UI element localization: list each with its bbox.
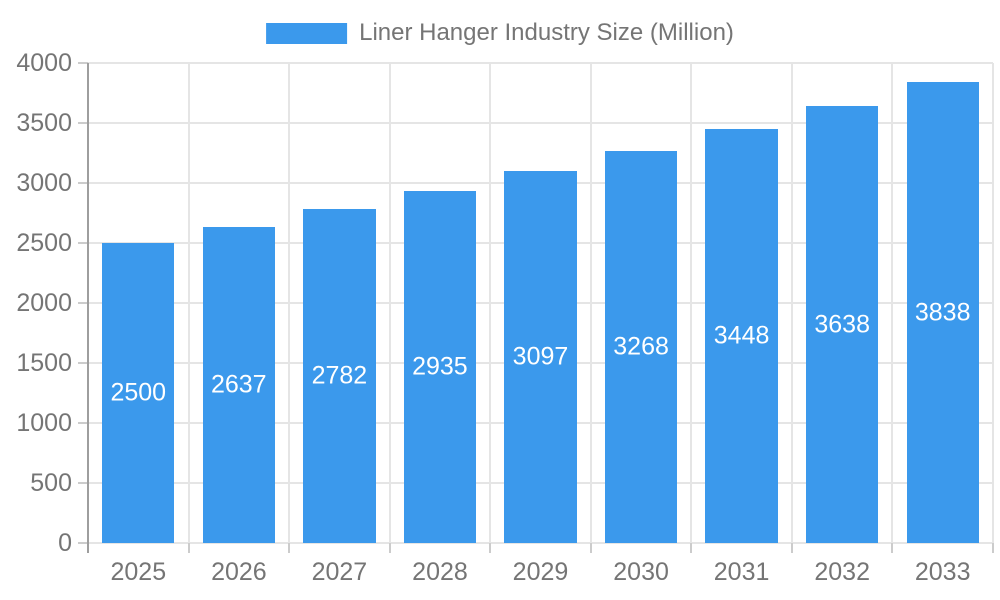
x-axis-label-2031: 2031 <box>713 558 770 586</box>
y-axis-tick <box>78 482 88 484</box>
y-axis-tick <box>78 422 88 424</box>
x-axis-label-2032: 2032 <box>814 558 870 586</box>
x-axis-tick <box>288 543 291 553</box>
y-axis-label: 1500 <box>16 349 72 377</box>
x-axis-label-2026: 2026 <box>211 558 267 586</box>
bar-2025[interactable]: 2500 <box>102 243 175 543</box>
x-axis-tick <box>891 543 894 553</box>
y-axis-tick <box>78 362 88 364</box>
bar-2032[interactable]: 3638 <box>806 106 879 543</box>
x-gridline <box>388 63 391 543</box>
bar-value-label: 3268 <box>613 332 669 361</box>
y-axis-label: 2500 <box>16 229 72 257</box>
y-axis-tick <box>78 62 88 64</box>
x-axis-label-2029: 2029 <box>512 558 569 586</box>
y-gridline <box>88 542 993 544</box>
legend-swatch <box>266 22 348 44</box>
x-axis-tick <box>187 543 190 553</box>
x-gridline <box>690 63 693 543</box>
bar-value-label: 3638 <box>814 310 870 339</box>
bar-value-label: 2935 <box>412 352 468 381</box>
x-gridline <box>891 63 894 543</box>
y-axis-tick <box>78 302 88 304</box>
legend[interactable]: Liner Hanger Industry Size (Million) <box>266 19 734 47</box>
x-gridline <box>288 63 291 543</box>
legend-label: Liner Hanger Industry Size (Million) <box>359 19 734 46</box>
y-axis-label: 4000 <box>16 49 72 77</box>
x-gridline <box>992 63 994 543</box>
bar-value-label: 3448 <box>713 321 770 350</box>
bar-2027[interactable]: 2782 <box>303 209 376 543</box>
bar-2031[interactable]: 3448 <box>705 129 778 543</box>
y-axis-label: 2000 <box>16 289 72 317</box>
x-axis-tick <box>992 543 994 553</box>
x-gridline <box>790 63 793 543</box>
bar-2030[interactable]: 3268 <box>604 150 678 543</box>
x-gridline <box>489 63 492 543</box>
x-axis-tick <box>388 543 391 553</box>
x-gridline <box>589 63 592 543</box>
y-axis-tick <box>78 122 88 124</box>
x-axis-tick <box>790 543 793 553</box>
x-axis-tick <box>489 543 492 553</box>
bar-value-label: 3097 <box>512 342 569 371</box>
y-axis-label: 1000 <box>16 409 72 437</box>
y-axis-label: 3000 <box>16 169 72 197</box>
x-axis-tick <box>690 543 693 553</box>
x-gridline <box>187 63 190 543</box>
y-axis-line <box>87 63 89 553</box>
y-axis-tick <box>78 242 88 244</box>
x-axis-tick <box>589 543 592 553</box>
x-axis-label-2033: 2033 <box>914 558 971 586</box>
bar-value-label: 2782 <box>311 361 368 390</box>
x-axis-label-2028: 2028 <box>412 558 468 586</box>
bar-value-label: 3838 <box>914 298 971 327</box>
bar-2028[interactable]: 2935 <box>403 190 477 543</box>
y-axis-label: 3500 <box>16 109 72 137</box>
bar-2029[interactable]: 3097 <box>504 171 577 543</box>
x-axis-label-2025: 2025 <box>110 558 167 586</box>
bar-2026[interactable]: 2637 <box>202 226 275 543</box>
bar-value-label: 2500 <box>110 378 167 407</box>
bar-2033[interactable]: 3838 <box>906 82 979 543</box>
y-gridline <box>88 122 993 124</box>
y-axis-label: 0 <box>58 529 72 557</box>
y-axis-label: 500 <box>30 469 72 497</box>
y-gridline <box>88 62 993 64</box>
x-axis-label-2030: 2030 <box>613 558 669 586</box>
bar-value-label: 2637 <box>210 370 267 399</box>
y-axis-tick <box>78 182 88 184</box>
y-axis-tick <box>78 542 88 544</box>
x-axis-label-2027: 2027 <box>311 558 368 586</box>
